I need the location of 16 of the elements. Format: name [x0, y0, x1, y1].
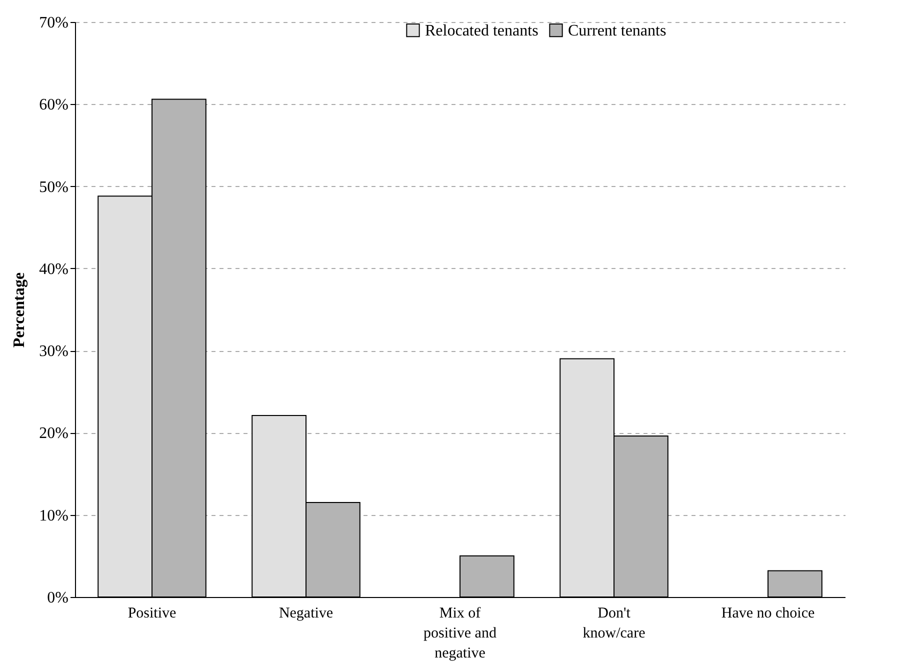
x-tick-label: Positive	[128, 606, 177, 622]
x-tick-label: Mix of positive and negative	[424, 606, 497, 662]
x-tick-label: Have no choice	[721, 606, 815, 622]
y-tick-label: 30%	[39, 343, 68, 360]
legend-label: Current tenants	[568, 22, 666, 40]
y-tick-label: 50%	[39, 178, 68, 196]
x-tick-label: Negative	[278, 606, 334, 622]
y-tick-label: 20%	[39, 425, 68, 442]
legend-label: Relocated tenants	[425, 22, 538, 40]
y-tick-label: 10%	[39, 507, 68, 524]
y-axis-title: Percentage	[11, 272, 28, 348]
y-tick-label: 70%	[39, 14, 68, 32]
x-tick-label: Don't know/care	[582, 606, 646, 642]
y-tick-label: 0%	[47, 590, 68, 606]
y-tick-label: 60%	[39, 96, 68, 114]
y-tick-label: 40%	[39, 260, 68, 278]
